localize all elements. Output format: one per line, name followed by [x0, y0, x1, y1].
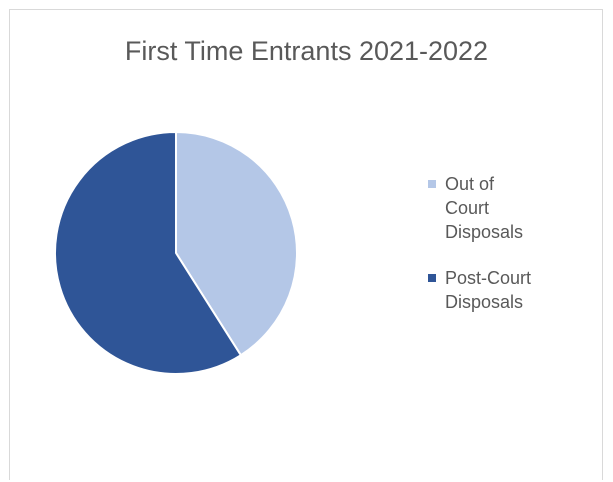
- legend-label-line: Disposals: [445, 292, 524, 312]
- legend-swatch-out-of-court: [428, 180, 436, 188]
- legend-item-out-of-court: Out of Court Disposals: [428, 172, 578, 244]
- legend-label-line: Post-Court: [445, 268, 532, 288]
- legend-item-post-court: Post-Court Disposals: [428, 266, 578, 314]
- legend-label-line: Out of: [445, 174, 495, 194]
- chart-legend: Out of Court Disposals Post-Court Dispos…: [428, 172, 578, 336]
- pie-slice-post-court-disposals: [54, 131, 242, 375]
- legend-swatch-post-court: [428, 274, 436, 282]
- chart-title: First Time Entrants 2021-2022: [124, 36, 489, 66]
- legend-label-line: Disposals: [445, 222, 524, 242]
- legend-label-line: Court: [445, 198, 490, 218]
